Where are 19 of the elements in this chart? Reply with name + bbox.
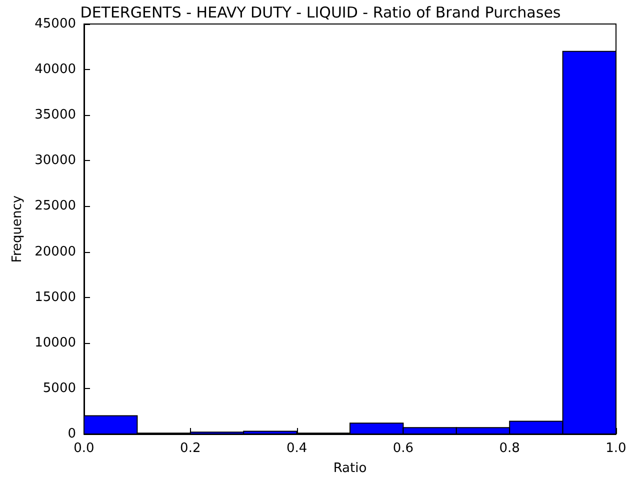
x-tick-label: 0.2	[180, 441, 201, 456]
y-tick-label: 10000	[34, 335, 76, 350]
x-axis-title: Ratio	[333, 461, 367, 476]
y-tick-label: 20000	[34, 244, 76, 260]
y-tick-label: 45000	[34, 16, 76, 32]
y-tick-label: 30000	[34, 153, 76, 168]
x-tick-label: 0.0	[74, 441, 94, 456]
y-tick-label: 5000	[42, 380, 76, 396]
x-tick-label: 1.0	[606, 441, 626, 456]
x-tick-label: 0.4	[286, 441, 308, 456]
y-axis-title: Frequency	[10, 195, 25, 263]
y-tick-label: 0	[68, 426, 76, 442]
y-tick-label: 25000	[34, 198, 76, 214]
chart-title: DETERGENTS - HEAVY DUTY - LIQUID - Ratio of Brand Purchases	[80, 4, 561, 22]
y-tick-label: 15000	[34, 290, 76, 305]
y-tick-label: 40000	[34, 62, 76, 78]
y-tick-label: 35000	[34, 108, 76, 123]
x-tick-label: 0.8	[499, 441, 520, 456]
x-tick-label: 0.6	[392, 441, 414, 456]
